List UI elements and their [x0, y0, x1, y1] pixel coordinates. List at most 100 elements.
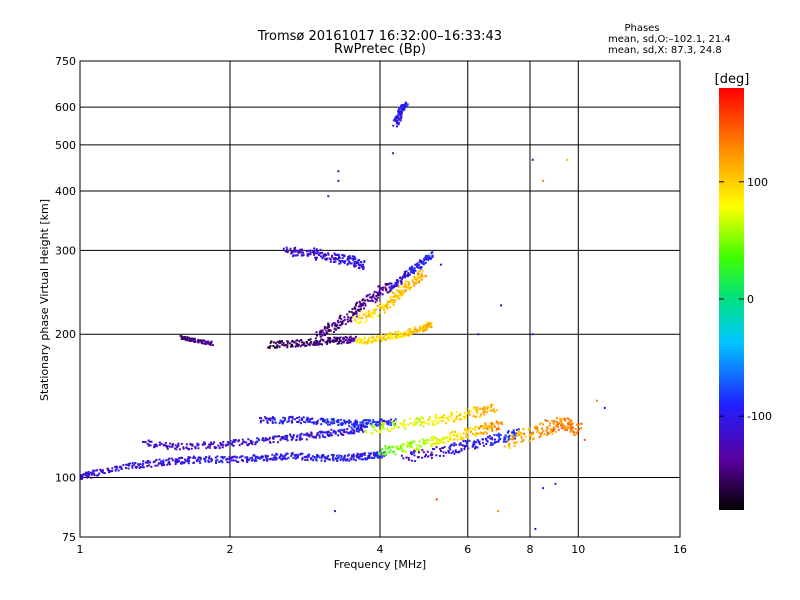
- data-point: [403, 331, 406, 334]
- data-point: [447, 439, 450, 442]
- data-point: [376, 292, 379, 295]
- data-point: [314, 257, 317, 260]
- data-point: [410, 445, 413, 448]
- data-point: [307, 339, 310, 342]
- data-point: [320, 338, 323, 341]
- data-point: [578, 428, 581, 431]
- data-point: [421, 328, 424, 331]
- data-point: [343, 316, 346, 319]
- data-point: [362, 313, 365, 316]
- data-point: [319, 431, 322, 434]
- data-point: [580, 422, 583, 425]
- data-point: [392, 152, 395, 155]
- data-point: [401, 292, 404, 295]
- data-point: [382, 336, 385, 339]
- data-point: [364, 304, 367, 307]
- data-point: [408, 268, 411, 271]
- data-point: [473, 447, 476, 450]
- data-point: [432, 435, 435, 438]
- data-point: [489, 443, 492, 446]
- data-point: [305, 455, 308, 458]
- data-point: [323, 420, 326, 423]
- data-point: [240, 442, 243, 445]
- data-point: [320, 454, 323, 457]
- data-point: [215, 461, 218, 464]
- data-point: [311, 435, 314, 438]
- data-point: [288, 433, 291, 436]
- data-point: [404, 101, 407, 104]
- data-point: [448, 446, 451, 449]
- data-point: [427, 325, 430, 328]
- data-point: [158, 462, 161, 465]
- data-point: [368, 293, 371, 296]
- x-tick-label: 1: [77, 543, 84, 556]
- data-point: [355, 312, 358, 315]
- data-point: [511, 431, 514, 434]
- data-point: [181, 461, 184, 464]
- data-point: [347, 420, 350, 423]
- data-point: [408, 458, 411, 461]
- data-point: [329, 434, 332, 437]
- data-point: [395, 425, 398, 428]
- data-point: [397, 426, 400, 429]
- data-point: [429, 257, 432, 260]
- data-point: [340, 456, 343, 459]
- data-point: [357, 427, 360, 430]
- data-point: [114, 465, 117, 468]
- data-point: [363, 336, 366, 339]
- data-point: [401, 423, 404, 426]
- data-point: [380, 340, 383, 343]
- data-point: [546, 426, 549, 429]
- y-axis-label: Stationary phase Virtual Height [km]: [38, 199, 51, 401]
- data-point: [326, 456, 329, 459]
- data-point: [178, 457, 181, 460]
- data-point: [430, 444, 433, 447]
- data-point: [368, 336, 371, 339]
- data-point: [489, 406, 492, 409]
- data-point: [304, 458, 307, 461]
- data-point: [399, 119, 402, 122]
- data-point: [375, 430, 378, 433]
- data-point: [327, 458, 330, 461]
- data-point: [364, 458, 367, 461]
- data-point: [261, 455, 264, 458]
- data-point: [204, 341, 207, 344]
- data-point: [404, 274, 407, 277]
- data-point: [84, 473, 87, 476]
- data-point: [395, 445, 398, 448]
- data-point: [411, 331, 414, 334]
- data-point: [326, 332, 329, 335]
- data-point: [491, 443, 494, 446]
- data-point: [539, 422, 542, 425]
- data-point: [409, 333, 412, 336]
- data-point: [326, 257, 329, 260]
- data-point: [446, 417, 449, 420]
- data-point: [357, 429, 360, 432]
- data-point: [357, 267, 360, 270]
- data-point: [310, 433, 313, 436]
- data-point: [230, 442, 233, 445]
- data-point: [419, 418, 422, 421]
- data-point: [301, 452, 304, 455]
- data-point: [339, 336, 342, 339]
- data-point: [316, 433, 319, 436]
- data-point: [424, 455, 427, 458]
- data-point: [241, 438, 244, 441]
- data-point: [331, 456, 334, 459]
- data-point: [466, 411, 469, 414]
- data-point: [396, 116, 399, 119]
- data-point: [201, 443, 204, 446]
- data-point: [362, 453, 365, 456]
- data-point: [360, 265, 363, 268]
- data-point: [288, 416, 291, 419]
- data-point: [365, 316, 368, 319]
- data-point: [430, 443, 433, 446]
- data-point: [414, 327, 417, 330]
- data-point: [278, 422, 281, 425]
- data-point: [247, 438, 250, 441]
- data-point: [302, 416, 305, 419]
- data-point: [312, 421, 315, 424]
- data-point: [336, 326, 339, 329]
- data-point: [549, 428, 552, 431]
- data-point: [516, 428, 519, 431]
